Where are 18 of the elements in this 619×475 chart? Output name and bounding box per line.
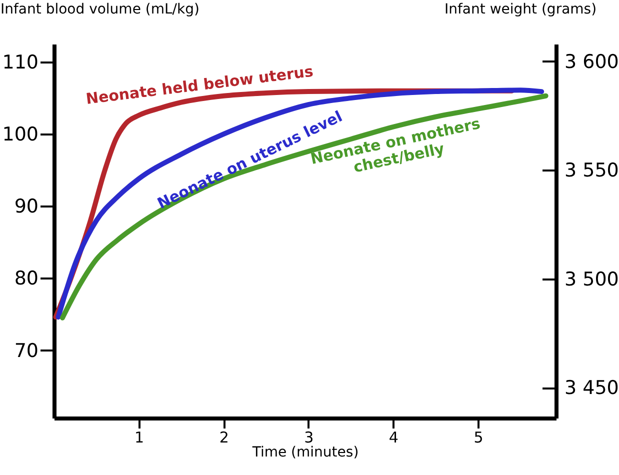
x-tick-label: 4 — [388, 428, 398, 446]
x-tick-label: 5 — [474, 428, 484, 446]
x-tick-label: 2 — [219, 428, 229, 446]
y2-tick-label: 3 600 — [564, 50, 619, 73]
y2-tick-label: 3 450 — [564, 377, 619, 400]
y-axis-title: Infant blood volume (mL/kg) — [0, 2, 200, 18]
x-tick-label: 1 — [134, 428, 144, 446]
y2-tick-label: 3 500 — [564, 268, 619, 290]
y2-axis-title: Infant weight (grams) — [444, 2, 597, 18]
text: Neonate held below uterus — [84, 62, 314, 108]
y-tick-label: 100 — [2, 124, 38, 146]
y-tick-label: 80 — [14, 268, 38, 290]
y-tick-label: 90 — [14, 196, 38, 218]
x-tick-label: 3 — [304, 428, 314, 446]
y2-tick-label: 3 550 — [564, 160, 619, 182]
x-axis-title: Time (minutes) — [251, 444, 359, 460]
y-tick-label: 70 — [14, 340, 38, 362]
y-tick-label: 110 — [2, 52, 38, 74]
